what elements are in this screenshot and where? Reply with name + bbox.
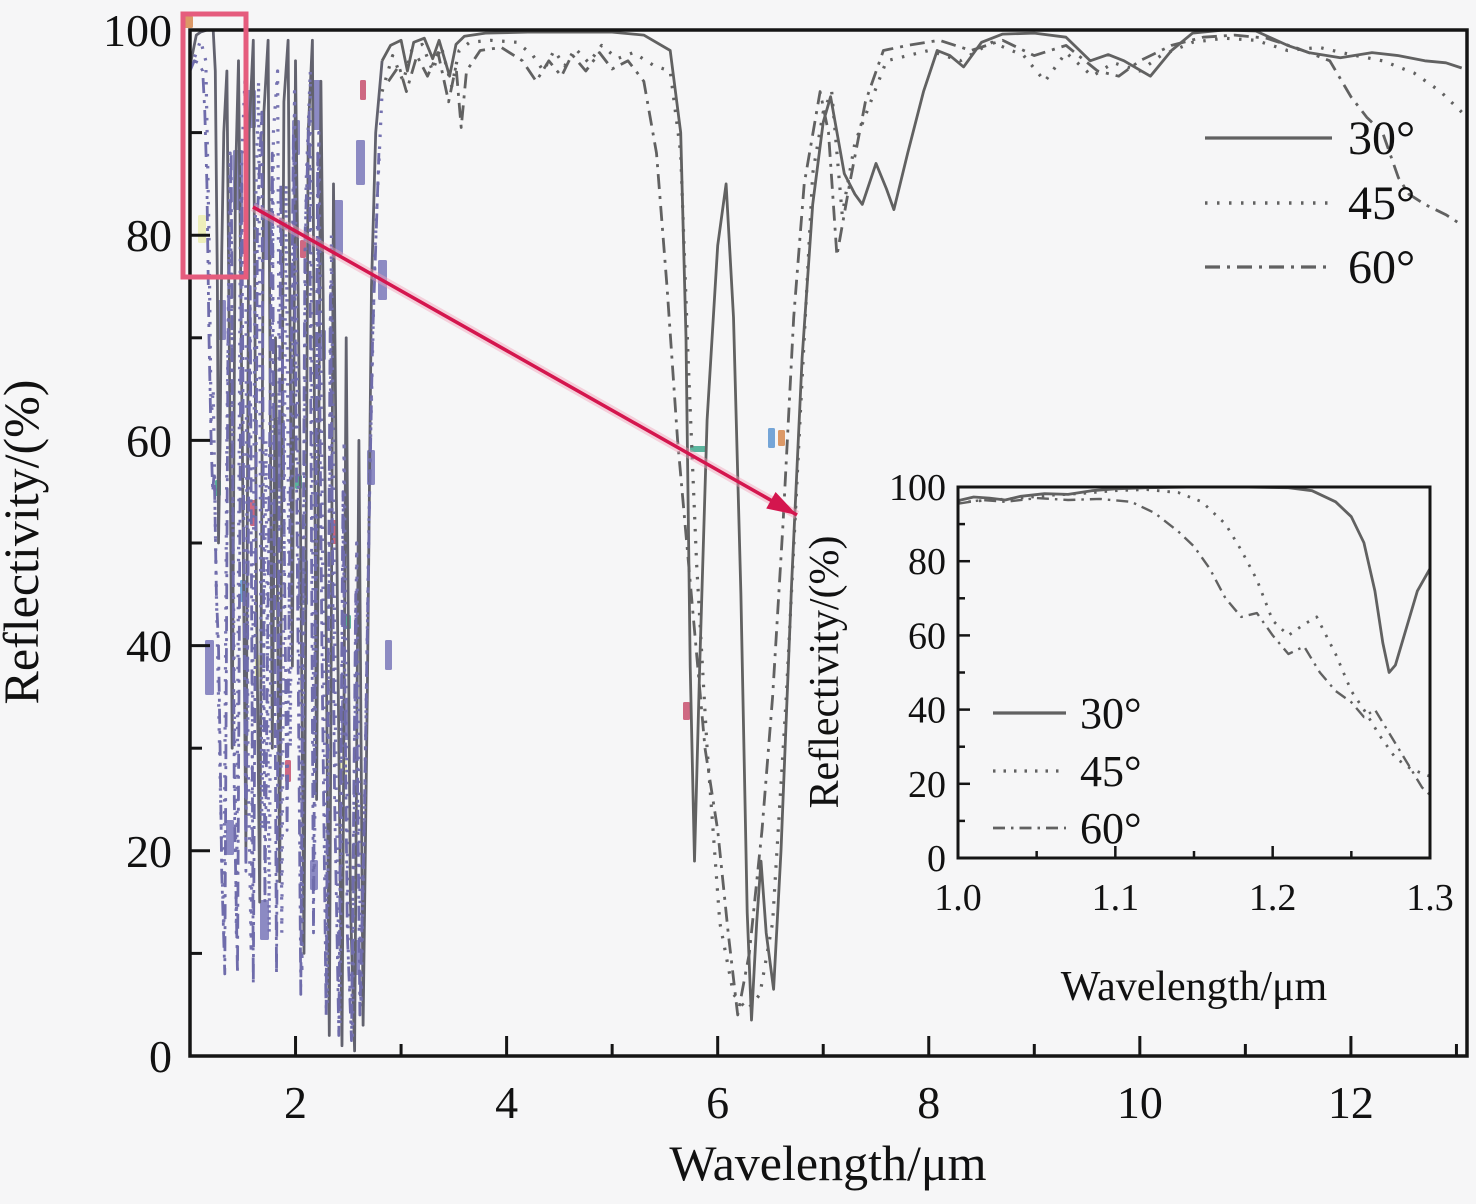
main-legend: 30° 45° 60° [1205, 112, 1415, 294]
legend-label-60: 60° [1348, 241, 1415, 294]
svg-text:40: 40 [908, 690, 946, 732]
svg-text:100: 100 [103, 5, 172, 56]
svg-text:60: 60 [126, 415, 172, 466]
svg-text:2: 2 [284, 1077, 307, 1128]
zoom-arrow [252, 205, 798, 517]
main-plot-curves [191, 31, 1463, 1053]
legend-label-30: 30° [1348, 112, 1415, 165]
svg-text:1.3: 1.3 [1406, 877, 1454, 919]
svg-text:40: 40 [126, 621, 172, 672]
main-plot-axes: 2 4 6 8 10 12 0 20 40 60 80 100 [103, 5, 1458, 1128]
inset-plot-axes: 1.0 1.1 1.2 1.3 0 20 40 60 80 100 [889, 467, 1454, 919]
highlight-box [180, 11, 249, 280]
svg-text:20: 20 [908, 764, 946, 806]
main-plot-border [188, 28, 1469, 1058]
inset-plot-border [956, 485, 1432, 860]
main-legend-line-samples [1205, 136, 1332, 269]
inset-legend-label-45: 45° [1080, 747, 1142, 796]
svg-text:1.1: 1.1 [1092, 877, 1140, 919]
main-x-axis-title: Wavelength/μm [669, 1135, 986, 1191]
svg-text:80: 80 [908, 541, 946, 583]
inset-legend-label-60: 60° [1080, 804, 1142, 853]
svg-text:1.2: 1.2 [1249, 877, 1297, 919]
inset-plot-curves [959, 488, 1429, 796]
svg-text:0: 0 [149, 1031, 172, 1082]
svg-text:1.0: 1.0 [934, 877, 982, 919]
svg-text:60: 60 [908, 615, 946, 657]
inset-legend: 30° 45° 60° [993, 689, 1142, 853]
inset-plot-background [958, 487, 1430, 858]
inset-y-axis-title: Reflectivity/(%) [802, 536, 848, 809]
inset-plot: 1.0 1.1 1.2 1.3 0 20 40 60 80 100 Wavelength/μm R… [802, 467, 1454, 1010]
svg-text:0: 0 [927, 838, 946, 880]
main-y-axis-title: Reflectivity/(%) [0, 380, 49, 705]
svg-text:100: 100 [889, 467, 946, 509]
svg-text:6: 6 [706, 1077, 729, 1128]
legend-label-45: 45° [1348, 177, 1415, 230]
inset-x-axis-title: Wavelength/μm [1061, 964, 1328, 1010]
inset-legend-label-30: 30° [1080, 689, 1142, 738]
svg-text:12: 12 [1328, 1077, 1374, 1128]
zoom-annotation [180, 11, 800, 519]
svg-text:20: 20 [126, 826, 172, 877]
zoom-arrow-head [766, 491, 797, 515]
svg-text:8: 8 [917, 1077, 940, 1128]
svg-text:10: 10 [1117, 1077, 1163, 1128]
inset-legend-line-samples [993, 711, 1066, 830]
svg-text:80: 80 [126, 210, 172, 261]
svg-text:4: 4 [495, 1077, 518, 1128]
